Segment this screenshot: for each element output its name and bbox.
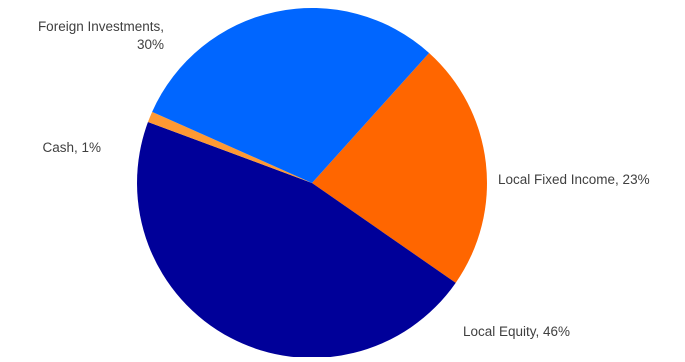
pie-slice-local-equity xyxy=(137,122,456,358)
pie-slice-cash xyxy=(147,111,312,183)
data-label-foreign-investments: Foreign Investments, 30% xyxy=(38,19,164,52)
pie-labels: Local Fixed Income, 23% Local Equity, 46%… xyxy=(38,19,650,339)
data-label-local-equity: Local Equity, 46% xyxy=(463,324,570,339)
pie-slice-local-fixed-income xyxy=(312,52,487,283)
pie-slice-foreign-investments xyxy=(152,7,430,184)
data-label-cash: Cash, 1% xyxy=(42,140,101,155)
data-label-line: 30% xyxy=(137,37,164,52)
pie-slices xyxy=(137,7,487,358)
data-label-local-fixed-income: Local Fixed Income, 23% xyxy=(498,172,650,187)
data-label-line: Foreign Investments, xyxy=(38,19,164,34)
